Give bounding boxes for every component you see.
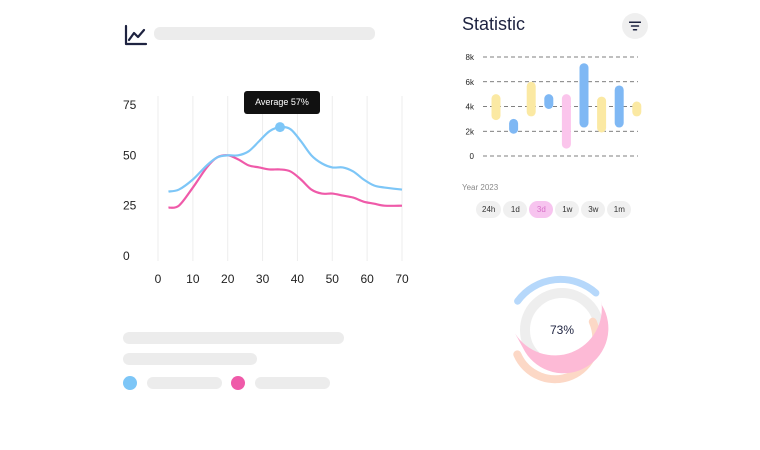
x-tick-label: 10 [186, 272, 200, 286]
time-range-3w[interactable]: 3w [581, 201, 606, 218]
y-tick-label: 25 [123, 199, 137, 213]
legend-label-placeholder-pink [255, 377, 330, 389]
text-placeholder-line-1 [123, 332, 344, 344]
time-range-24h[interactable]: 24h [476, 201, 502, 218]
year-label: Year 2023 [462, 183, 499, 192]
filter-button[interactable] [622, 13, 648, 39]
donut-percentage: 73% [549, 323, 575, 337]
range-bar [526, 81, 536, 117]
x-tick-label: 30 [256, 272, 270, 286]
range-bar [509, 118, 519, 134]
x-tick-label: 70 [395, 272, 409, 286]
donut-arc-pink [515, 300, 609, 374]
statistic-title: Statistic [462, 14, 526, 34]
time-range-selector: 24h 1d 3d 1w 3w 1m [476, 201, 632, 218]
x-tick-label: 40 [291, 272, 305, 286]
x-tick-label: 50 [326, 272, 340, 286]
bar-y-tick-label: 0 [470, 152, 475, 161]
range-bar [597, 96, 607, 133]
time-range-1w[interactable]: 1w [555, 201, 580, 218]
y-tick-label: 75 [123, 98, 137, 112]
text-placeholder-line-2 [123, 353, 257, 365]
donut-arc-blue [514, 275, 600, 305]
range-bar [491, 94, 501, 121]
time-range-3d[interactable]: 3d [529, 201, 554, 218]
highlight-point[interactable] [275, 122, 285, 133]
range-bar [579, 63, 589, 128]
range-bar [632, 101, 642, 117]
bar-y-tick-label: 6k [466, 78, 475, 87]
line-chart: 0 10 20 30 40 50 60 70 0 25 50 75 [123, 96, 409, 286]
donut-chart [513, 275, 609, 384]
bar-y-tick-label: 4k [466, 103, 475, 112]
legend-dot-pink [231, 376, 245, 390]
average-tooltip: Average 57% [244, 91, 320, 114]
filter-icon [629, 21, 641, 31]
range-bar [614, 85, 624, 128]
y-tick-label: 50 [123, 148, 137, 162]
x-tick-label: 0 [155, 272, 162, 286]
range-bar [561, 94, 571, 149]
header-placeholder-bar [154, 27, 375, 40]
x-tick-label: 20 [221, 272, 235, 286]
statistic-bar-chart: 0 2k 4k 6k 8k [466, 53, 642, 161]
series-line-blue [168, 125, 403, 193]
bar-y-tick-label: 2k [466, 127, 475, 136]
legend-dot-blue [123, 376, 137, 390]
y-tick-label: 0 [123, 249, 130, 263]
time-range-1d[interactable]: 1d [503, 201, 528, 218]
time-range-1m[interactable]: 1m [607, 201, 632, 218]
x-tick-label: 60 [360, 272, 374, 286]
bar-y-tick-label: 8k [466, 53, 475, 62]
line-chart-icon [124, 24, 148, 46]
range-bar [544, 94, 554, 109]
legend-label-placeholder-blue [147, 377, 222, 389]
